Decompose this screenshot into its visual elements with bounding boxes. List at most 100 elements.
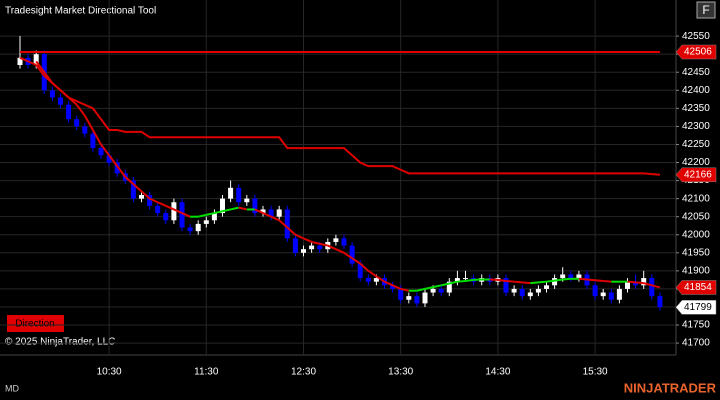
status: MD [5, 383, 19, 393]
y-tick-label: 41750 [682, 320, 710, 331]
indicator-segment [108, 154, 119, 167]
indicator-segment [603, 279, 612, 283]
indicator-segment [578, 277, 588, 281]
candle-body [438, 288, 444, 293]
indicator-segment [505, 279, 515, 283]
indicator-segment [643, 282, 653, 287]
indicator-segment [424, 286, 434, 290]
x-tick-label: 15:30 [583, 367, 608, 378]
candle-body [236, 187, 242, 203]
candle-body [600, 292, 606, 297]
f-button[interactable] [696, 1, 716, 19]
candle-body [276, 209, 282, 217]
price-marker-label: 42506 [684, 47, 712, 58]
candle-body [203, 220, 209, 224]
candle-body [333, 238, 339, 242]
candle-body [139, 195, 144, 199]
indicator-segment [635, 281, 644, 285]
indicator-segment [286, 226, 297, 236]
candle-body [592, 285, 598, 297]
candle-body [220, 198, 225, 214]
y-tick-label: 42300 [682, 121, 710, 132]
y-tick-label: 42450 [682, 67, 710, 78]
indicator-segment [522, 281, 531, 285]
indicator-segment [651, 284, 661, 289]
indicator-segment [351, 257, 361, 265]
indicator-segment [51, 82, 62, 92]
candle-body [430, 288, 436, 293]
candle-body [576, 274, 582, 279]
indicator-segment [238, 206, 248, 211]
f-button-label[interactable]: F [702, 3, 709, 17]
indicator-segment [554, 278, 563, 282]
candle-body [130, 180, 136, 199]
indicator-segment [400, 287, 410, 292]
indicator-segment [59, 89, 70, 99]
indicator-segment [230, 206, 239, 211]
direction-label[interactable]: Direction [15, 319, 54, 330]
indicator-segment [254, 208, 264, 214]
candle-body [633, 281, 639, 286]
candle-body [74, 119, 80, 127]
candle-body [503, 278, 509, 293]
indicator-segment [359, 262, 369, 272]
price-marker-label: 41799 [684, 302, 712, 313]
y-tick-label: 42250 [682, 139, 710, 150]
indicator-segment [311, 240, 320, 245]
candle-body [49, 90, 55, 98]
direction-button[interactable] [7, 315, 64, 332]
indicator-segment [586, 278, 596, 282]
indicator-segment [303, 237, 313, 243]
y-tick-label: 42550 [682, 31, 710, 42]
indicator-segment [181, 212, 191, 218]
candle-body [211, 213, 217, 221]
candle-body [114, 162, 120, 174]
indicator-segment [497, 278, 507, 282]
indicator-segment [327, 244, 337, 251]
x-tick-label: 11:30 [194, 367, 219, 378]
indicator-segment [100, 143, 110, 156]
candle-body [195, 223, 201, 232]
candle-body [106, 155, 112, 163]
candle-body [649, 278, 655, 297]
candle-body [268, 209, 274, 217]
indicator-segment [157, 201, 167, 207]
candle-body [66, 104, 72, 120]
indicator-segment [43, 75, 54, 84]
candle-body [398, 288, 404, 300]
indicator-segment [92, 129, 102, 145]
candle-body [519, 288, 525, 297]
candle-body [284, 209, 290, 239]
chart-title: Tradesight Market Directional Tool [5, 6, 156, 17]
candle-body [301, 249, 306, 253]
candle-body [147, 195, 153, 206]
candle-body [33, 54, 39, 66]
indicator-segment [206, 212, 215, 216]
indicator-segment [595, 279, 604, 282]
candle-body [317, 245, 323, 250]
candle-body [390, 285, 396, 289]
candle-body [17, 57, 23, 66]
indicator-segment [562, 277, 571, 281]
y-tick-label: 42200 [682, 157, 710, 168]
candle-body [309, 245, 315, 250]
candle-body [179, 202, 185, 228]
candle-body [228, 187, 234, 199]
indicator-segment [343, 251, 353, 260]
indicator-segment [67, 96, 78, 106]
candle-body [155, 205, 161, 214]
price-marker-label: 41854 [684, 282, 712, 293]
indicator-segment [416, 287, 426, 292]
y-tick-label: 42100 [682, 193, 710, 204]
indicator-segment [173, 208, 183, 214]
indicator-segment [262, 212, 272, 218]
indicator-segment [222, 208, 231, 213]
candle-body [171, 202, 177, 221]
indicator-segment [75, 104, 86, 117]
candle-body [349, 245, 355, 264]
indicator-segment [367, 270, 377, 278]
candle-body [98, 148, 104, 156]
candle-body [446, 281, 452, 293]
indicator-segment [165, 204, 175, 211]
